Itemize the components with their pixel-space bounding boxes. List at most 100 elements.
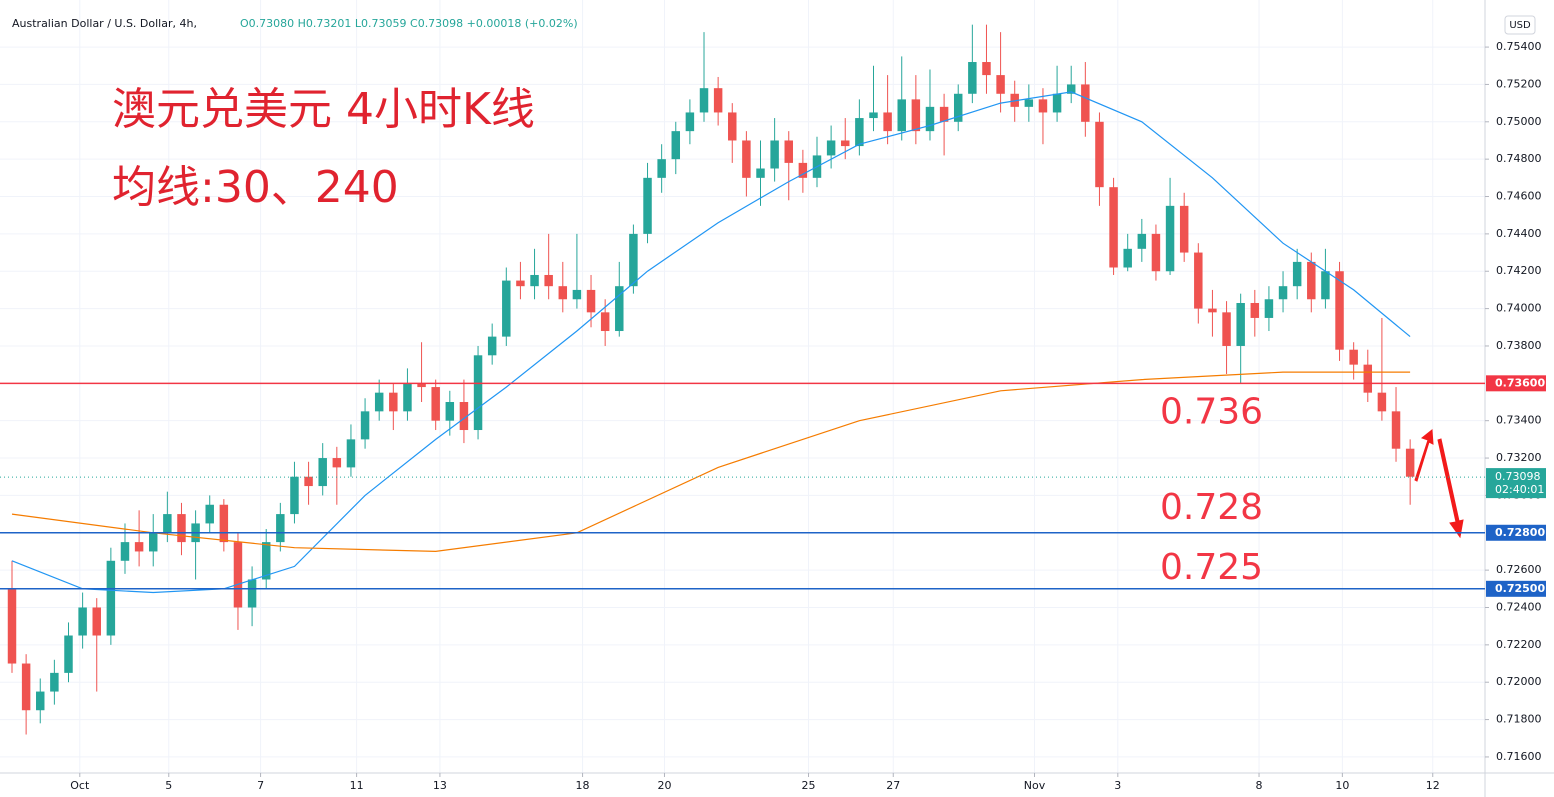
marks (7, 24, 1415, 735)
x-tick-label: 27 (886, 779, 900, 792)
candle-body (205, 504, 214, 524)
candle-body (7, 588, 17, 664)
level-label-box (1486, 375, 1546, 392)
candle-body (21, 663, 31, 711)
candle-body (177, 514, 186, 543)
y-tick-label: 0.73400 (1496, 414, 1542, 427)
candle-body (1038, 99, 1048, 113)
x-tick-label: 20 (657, 779, 671, 792)
candle-body (148, 532, 158, 552)
x-tick-label: 25 (802, 779, 816, 792)
candle-body (742, 140, 751, 178)
candle-body (163, 514, 172, 533)
candle-body (261, 542, 271, 580)
candle-body (586, 289, 596, 313)
x-tick-label: 7 (257, 779, 264, 792)
candle-body (1052, 93, 1062, 113)
countdown: 02:40:01 (1495, 483, 1544, 496)
candle-body (615, 286, 624, 332)
candle-body (657, 159, 666, 178)
candle-body (389, 392, 398, 412)
y-tick-label: 0.72600 (1496, 563, 1542, 576)
candle-body (1165, 205, 1175, 272)
candle-body (713, 88, 723, 113)
candle-body (572, 289, 582, 300)
candle-body (544, 274, 553, 287)
currency[interactable]: USD (1509, 20, 1531, 31)
candle-body (1081, 84, 1090, 122)
x-tick-label: 12 (1426, 779, 1440, 792)
candle-body (318, 458, 327, 487)
candle-body (276, 514, 285, 543)
y-tick-label: 0.71600 (1496, 750, 1542, 763)
candle-body (558, 286, 568, 300)
x-tick-label: Nov (1024, 779, 1046, 792)
candle-body (1194, 252, 1203, 309)
moving-average (11, 91, 1411, 594)
candle-body (728, 112, 737, 141)
y-tick-label: 0.72200 (1496, 638, 1542, 651)
candle-body (50, 672, 59, 692)
candle-body (360, 411, 370, 440)
arrow-up (1414, 429, 1434, 482)
level-label: 0.72500 (1495, 582, 1545, 595)
candle-body (855, 118, 864, 147)
candle-body (1222, 312, 1231, 346)
candle-body (1405, 448, 1415, 477)
candle-body (233, 542, 243, 608)
y-tick-label: 0.74800 (1496, 152, 1542, 165)
y-tick-label: 0.75400 (1496, 40, 1542, 53)
candle-body (1236, 302, 1245, 346)
candle-body (841, 140, 850, 147)
candle-body (1123, 248, 1132, 268)
currency-box[interactable] (1504, 15, 1536, 35)
candle-body (403, 383, 412, 412)
candle-body (530, 274, 539, 287)
candle-body (516, 280, 525, 287)
candle-body (826, 140, 836, 156)
candle-body (982, 62, 991, 76)
candle-body (897, 99, 906, 132)
candle-body (346, 439, 356, 468)
candle-body (1109, 187, 1118, 268)
y-tick-label: 0.74400 (1496, 227, 1542, 240)
arrow-down (1437, 438, 1464, 539)
candle-body (911, 99, 921, 132)
candle-body (600, 312, 610, 332)
level-label-box (1486, 524, 1546, 541)
y-tick-label: 0.75000 (1496, 115, 1542, 128)
candle-body (629, 233, 638, 287)
level-label-box (1486, 580, 1546, 597)
candle-body (770, 140, 779, 169)
candle-body (417, 383, 426, 388)
candle-body (699, 88, 709, 113)
candle-body (64, 635, 73, 673)
ohlc-readout: O0.73080 H0.73201 L0.73059 C0.73098 +0.0… (240, 17, 578, 30)
candle-body (1095, 121, 1104, 188)
candle-body (219, 504, 229, 543)
candle-body (968, 62, 977, 94)
candle-body (1137, 233, 1147, 249)
candle-body (459, 402, 469, 431)
candle-body (671, 131, 681, 160)
candle-body (473, 355, 483, 431)
candle-body (304, 476, 313, 487)
candle-body (1307, 261, 1316, 300)
candle-body (869, 112, 878, 119)
candle-body (120, 542, 130, 561)
candle-body (925, 106, 935, 132)
candle-body (1179, 205, 1189, 253)
y-tick-label: 0.73200 (1496, 451, 1542, 464)
candle-body (643, 177, 652, 234)
candle-body (1264, 299, 1274, 318)
candle-body (332, 458, 342, 468)
candle-body (1151, 233, 1161, 272)
candle-body (1024, 99, 1034, 107)
candle-body (487, 336, 497, 356)
candle-body (939, 106, 949, 122)
y-tick-label: 0.74200 (1496, 264, 1542, 277)
x-tick-label: Oct (70, 779, 90, 792)
candle-body (502, 280, 511, 337)
